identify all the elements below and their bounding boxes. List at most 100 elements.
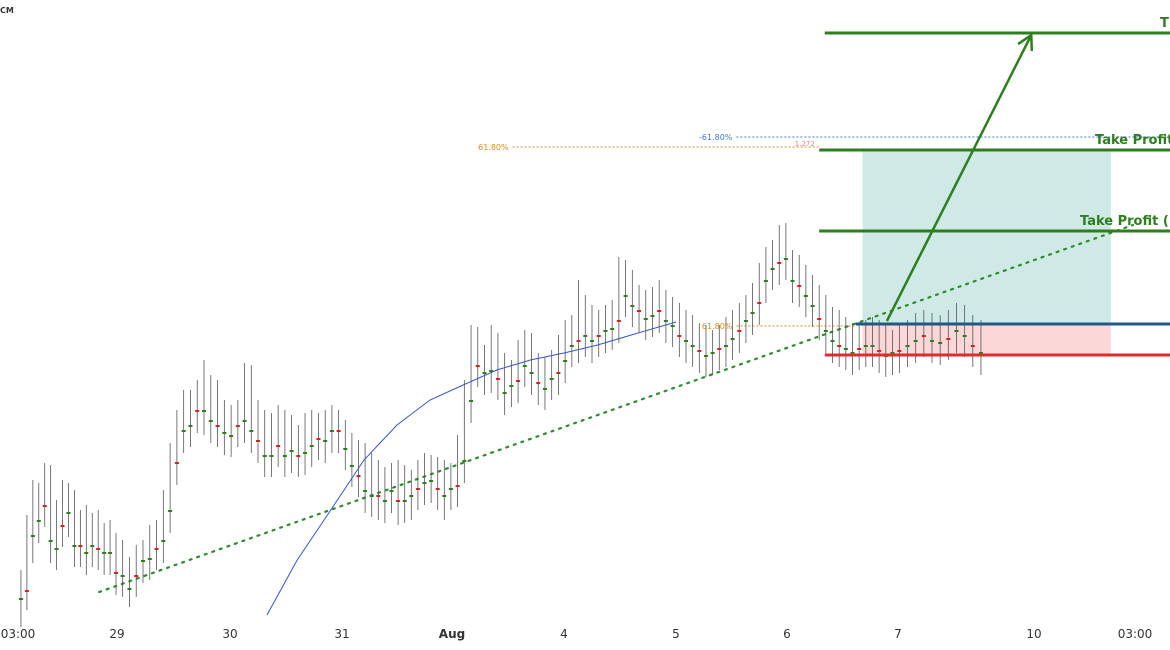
candle-body (905, 345, 910, 347)
projection-arrow-head (1017, 33, 1034, 52)
candle-body (469, 400, 474, 402)
candle-body (803, 295, 808, 297)
candle-body (650, 315, 655, 317)
candle-body (120, 575, 125, 577)
candle-body (790, 280, 795, 282)
candle-body (90, 545, 95, 547)
candle-body (303, 452, 308, 454)
candle-body (857, 348, 862, 350)
candle-body (356, 475, 361, 477)
candle-body (462, 460, 467, 462)
candle-body (590, 340, 594, 342)
x-tick-label: 6 (783, 627, 791, 641)
candle-body (930, 340, 934, 342)
candle-body (970, 345, 975, 347)
x-tick-label: 5 (672, 627, 680, 641)
x-tick-label: 4 (560, 627, 568, 641)
candle-body (870, 345, 875, 347)
candle-body (690, 345, 695, 347)
candle-body (78, 545, 83, 547)
candle-body (229, 435, 234, 437)
x-tick-label: 31 (334, 627, 349, 641)
candle-body (422, 482, 427, 484)
candle-body (962, 335, 967, 337)
candle-body (737, 330, 742, 332)
corner-label: CM (0, 6, 14, 15)
candle-body (188, 425, 193, 427)
candle-body (757, 302, 762, 304)
candle-body (296, 455, 301, 457)
candle-body (235, 425, 240, 427)
candle-body (256, 440, 260, 442)
take-profit-2-label: Take Profit (1095, 133, 1170, 148)
candle-body (663, 320, 668, 322)
x-tick-label: 03:00 (1118, 627, 1153, 641)
candle-body (643, 318, 648, 320)
candle-body (242, 420, 247, 422)
candle-body (336, 430, 341, 432)
candle-body (435, 488, 440, 490)
candle-body (42, 505, 47, 507)
candle-body (946, 338, 951, 340)
candle-body (717, 348, 722, 350)
candle-body (168, 510, 173, 512)
candle-body (448, 488, 453, 490)
candle-body (147, 558, 152, 560)
candle-body (18, 598, 23, 600)
candle-body (723, 345, 728, 347)
x-tick-label: 30 (222, 627, 237, 641)
candle-body (102, 552, 107, 554)
candle-body (174, 462, 179, 464)
candle-body (140, 560, 145, 562)
candle-body (202, 410, 207, 412)
candle-body (797, 285, 802, 287)
candle-body (783, 258, 788, 260)
candle-body (549, 378, 554, 380)
candle-body (442, 495, 447, 497)
candle-body (54, 548, 59, 550)
candle-body (743, 320, 748, 322)
candle-body (730, 338, 735, 340)
x-tick-label: Aug (439, 627, 465, 641)
candle-body (596, 335, 601, 337)
candle-body (810, 305, 815, 307)
candle-body (409, 495, 414, 497)
candle-body (670, 325, 675, 327)
candle-body (222, 432, 227, 434)
candle-body (603, 330, 608, 332)
candle-body (616, 320, 621, 322)
candle-body (516, 380, 521, 382)
candle-body (863, 345, 868, 347)
candle-body (837, 345, 842, 347)
candle-body (282, 455, 287, 457)
x-tick-label: 29 (109, 627, 124, 641)
candle-body (770, 268, 775, 270)
candle-body (60, 525, 65, 527)
candle-body (195, 410, 200, 412)
candle-body (309, 445, 314, 447)
candle-body (563, 360, 568, 362)
candle-body (536, 382, 541, 384)
candle-body (913, 340, 918, 342)
candle-body (637, 310, 642, 312)
candle-body (329, 430, 334, 432)
candle-body (389, 490, 394, 492)
candle-body (677, 335, 682, 337)
candle-body (843, 348, 848, 350)
candle-body (529, 372, 534, 374)
candle-body (154, 548, 159, 550)
candle-body (697, 350, 702, 352)
candle-body (522, 365, 527, 367)
candle-body (262, 455, 267, 457)
candle-body (84, 552, 89, 554)
candle-body (24, 590, 29, 592)
candle-body (30, 535, 35, 537)
candle-body (954, 330, 959, 332)
candle-body (455, 485, 460, 487)
candle-body (495, 378, 500, 380)
candle-body (48, 540, 53, 542)
candle-body (489, 370, 494, 372)
candle-body (369, 495, 374, 497)
take-profit-1-label: Take Profit ( (1080, 214, 1169, 229)
